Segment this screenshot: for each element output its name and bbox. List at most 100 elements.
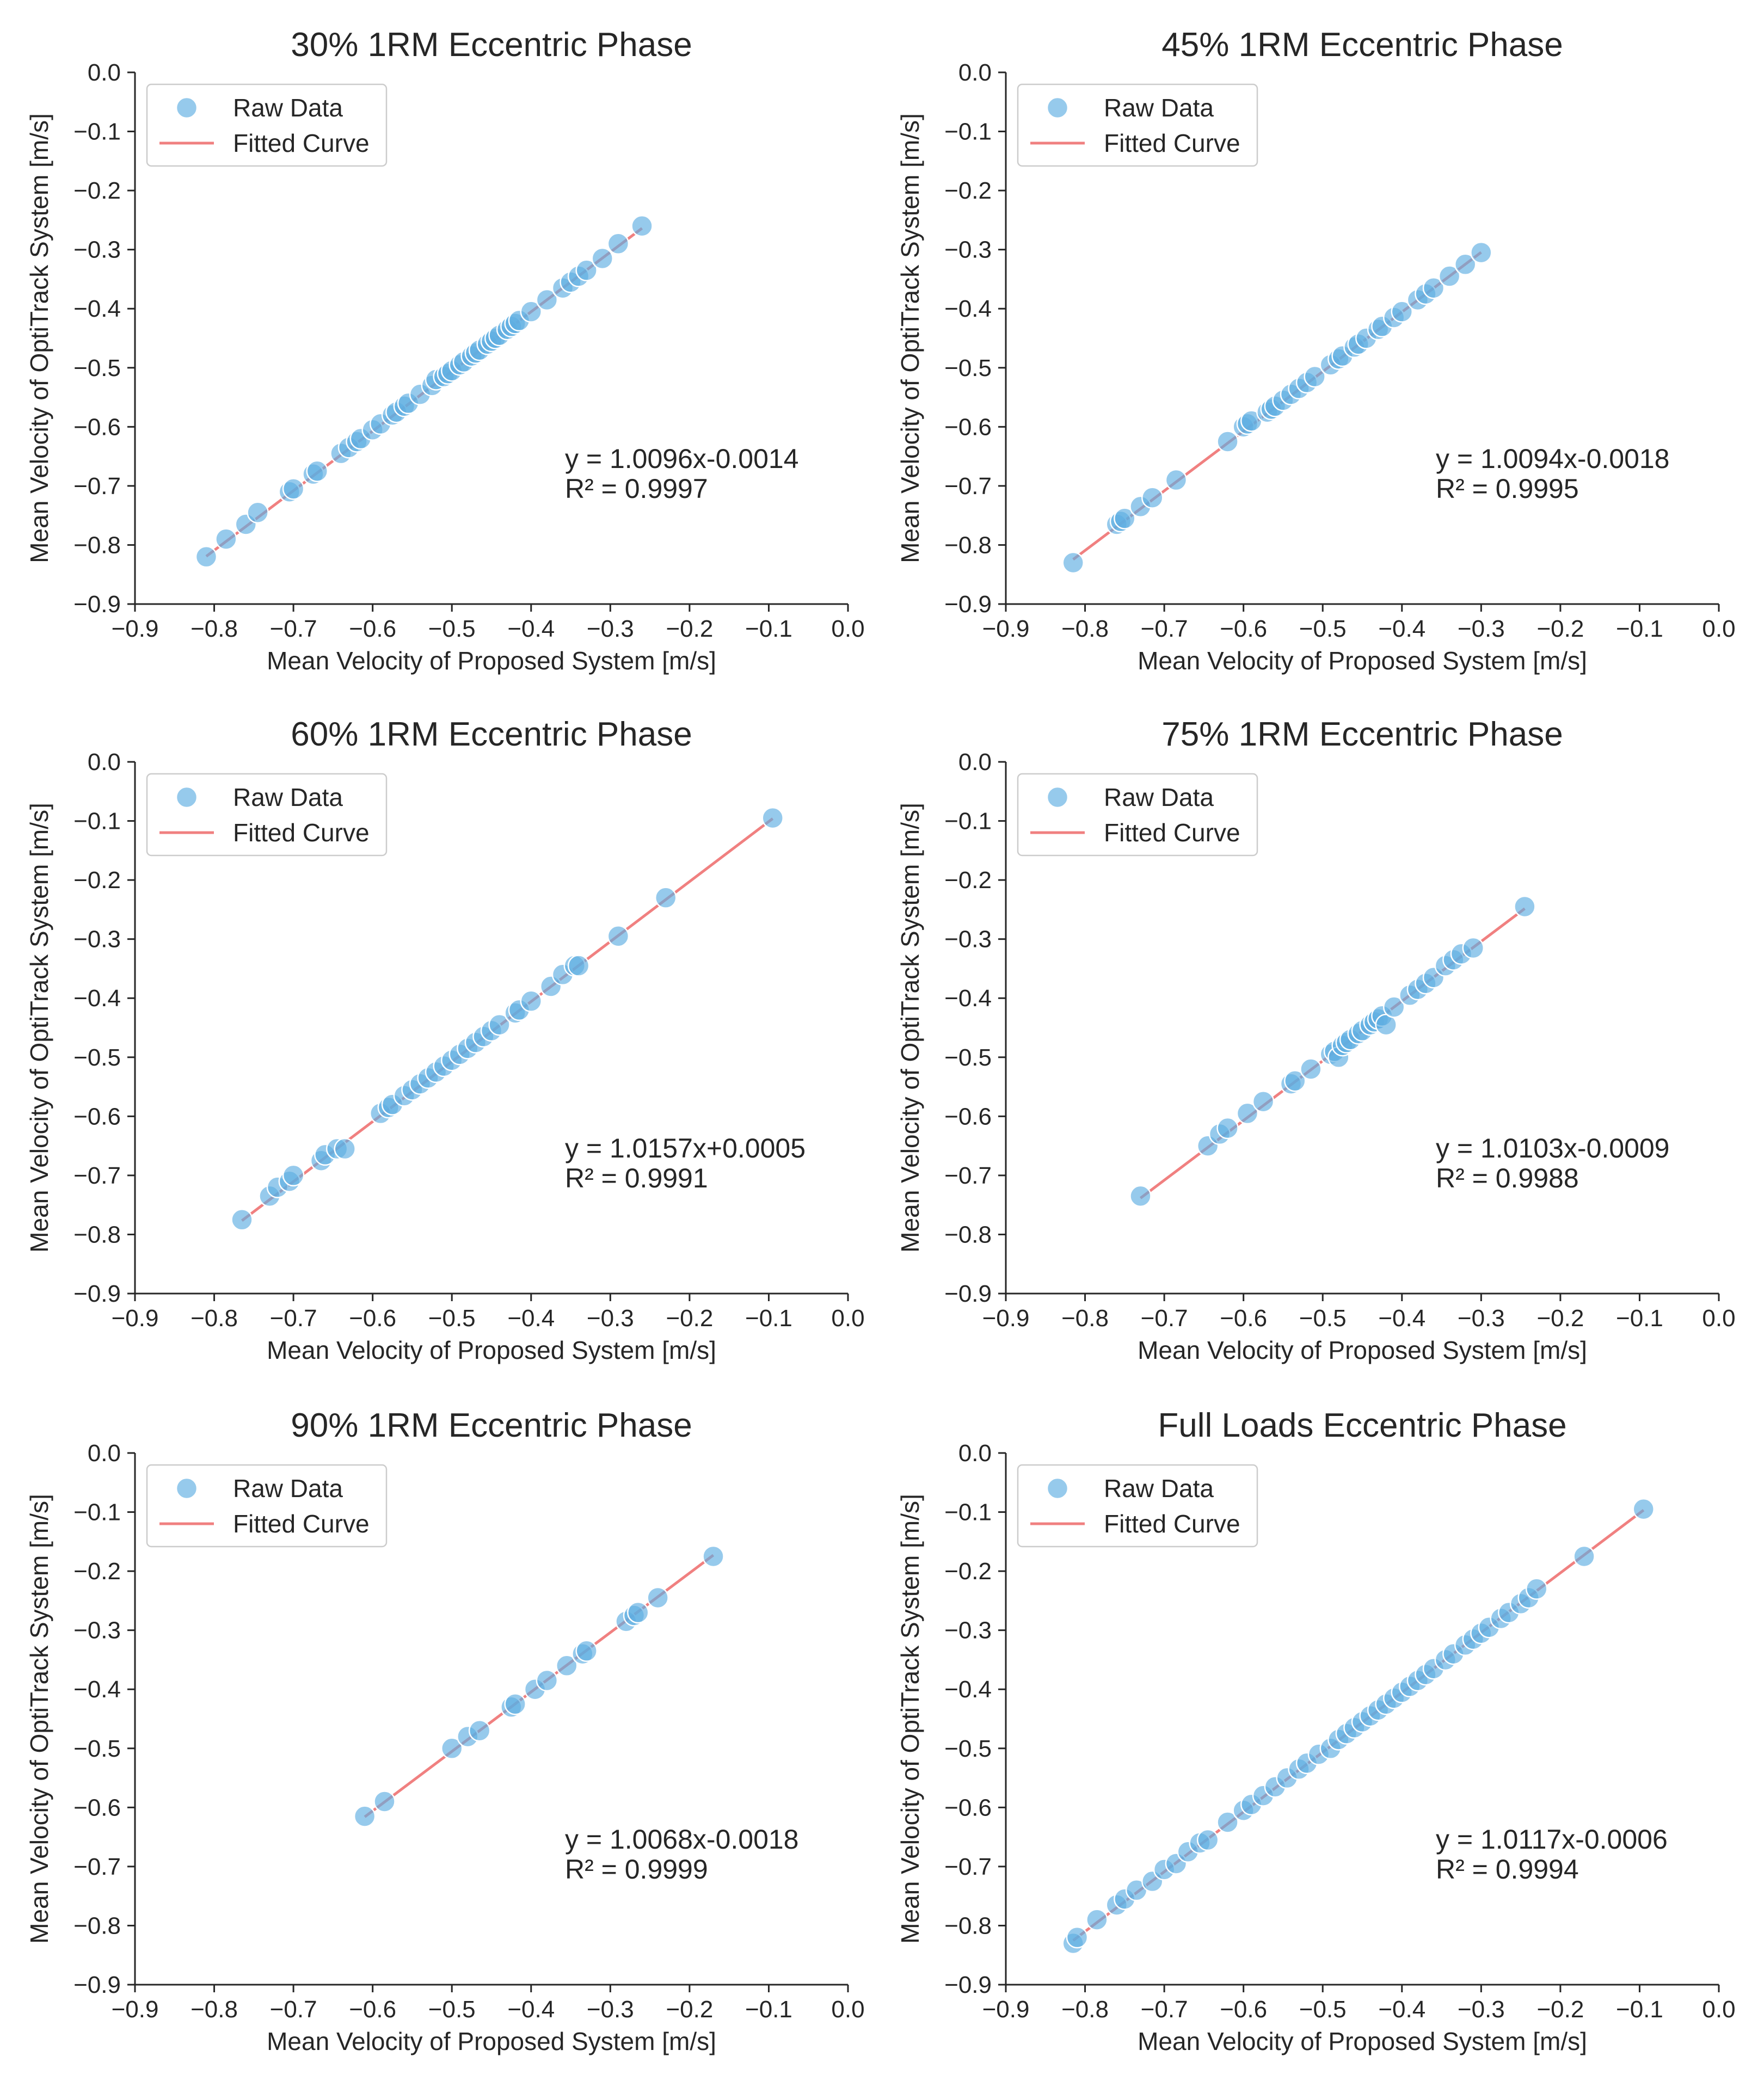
fit-equation: y = 1.0068x-0.0018 [565,1824,799,1855]
x-tick-label: −0.3 [1458,615,1505,642]
subplot-6: Full Loads Eccentric Phase −0.9−0.9 −0.8 −0… [896,1407,1736,2055]
data-point [1086,1908,1108,1931]
x-tick-label: −0.2 [666,615,713,642]
data-point [353,1805,376,1827]
y-tick-label: −0.9 [944,1280,992,1307]
x-tick-label: −0.2 [1536,1996,1584,2023]
data-point [1438,265,1461,287]
x-tick-label: −0.3 [587,1996,634,2023]
x-tick-label: −0.5 [428,1305,476,1332]
legend-fit-label: Fitted Curve [1104,129,1240,157]
x-tick-label: −0.5 [1299,1996,1347,2023]
y-tick-label: −0.8 [944,532,992,558]
data-point [631,214,653,237]
x-axis-label: Mean Velocity of Proposed System [m/s] [267,1336,716,1364]
y-tick-label: −0.8 [73,1221,121,1248]
legend-box [146,773,388,857]
y-tick-label: −0.3 [944,926,992,953]
raw-data-points [1062,1498,1655,1955]
y-tick-label: −0.2 [73,177,121,204]
data-point [1129,1185,1152,1208]
data-point [1454,253,1477,276]
x-tick-label: −0.7 [1141,1996,1188,2023]
y-tick-label: −0.4 [944,1676,992,1703]
x-tick-label: −0.9 [982,1996,1030,2023]
legend-fit-label: Fitted Curve [1104,818,1240,847]
x-tick-label: −0.7 [1141,615,1188,642]
y-tick-label: −0.2 [73,867,121,894]
data-point [282,478,305,500]
data-point [1114,507,1136,530]
x-axis-label: Mean Velocity of Proposed System [m/s] [267,647,716,675]
subplot-title: 45% 1RM Eccentric Phase [1161,26,1563,64]
y-tick-label: −0.6 [73,1794,121,1821]
data-point [567,955,590,977]
x-tick-label: −0.1 [1616,615,1663,642]
x-tick-label: −0.6 [1220,1305,1267,1332]
data-point [520,300,543,323]
y-tick-label: −0.9 [73,1972,121,1998]
x-tick-label: −0.5 [1299,615,1347,642]
legend-box [1017,773,1258,857]
y-tick-label: −0.1 [944,1499,992,1526]
data-point [1632,1498,1655,1520]
y-tick-label: −0.7 [73,473,121,500]
y-tick-label: −0.9 [73,591,121,618]
data-point [647,1586,669,1609]
x-tick-label: −0.6 [349,615,396,642]
legend: Raw Data Fitted Curve [1017,83,1258,167]
legend-box [1017,1464,1258,1548]
data-point [247,501,269,524]
x-tick-label: 0.0 [831,615,864,642]
data-point [702,1545,724,1568]
data-point [556,1654,578,1677]
y-axis-label: Mean Velocity of OptiTrack System [m/s] [896,1494,924,1944]
x-tick-label: −0.5 [1299,1305,1347,1332]
data-point [1062,551,1084,574]
subplot-title: 30% 1RM Eccentric Phase [291,26,692,64]
data-point [215,528,237,550]
data-point [536,1669,558,1692]
x-tick-label: −0.7 [270,615,317,642]
data-point [1216,430,1239,453]
legend: Raw Data Fitted Curve [146,83,388,167]
y-tick-label: −0.8 [73,1912,121,1939]
x-tick-label: −0.3 [1458,1305,1505,1332]
x-tick-label: −0.1 [745,1996,792,2023]
y-tick-label: −0.7 [73,1854,121,1880]
data-point [1216,1811,1239,1833]
y-tick-label: −0.6 [944,1794,992,1821]
y-tick-label: −0.5 [944,1735,992,1762]
data-point [627,1601,649,1624]
y-tick-label: −0.2 [944,867,992,894]
fit-r-squared: R² = 0.9997 [565,473,708,504]
data-point [1462,937,1485,959]
subplot-1: 30% 1RM Eccentric Phase −0.9−0.9 −0.8 −0.8 −… [25,26,865,675]
legend-raw-marker [1046,96,1069,119]
legend-raw-label: Raw Data [233,783,343,811]
legend: Raw Data Fitted Curve [146,773,388,857]
data-point [373,1790,396,1813]
x-tick-label: −0.9 [112,615,159,642]
fit-r-squared: R² = 0.9994 [1436,1854,1579,1885]
fit-equation: y = 1.0094x-0.0018 [1436,444,1670,474]
y-tick-label: −0.5 [944,355,992,381]
legend-raw-marker [175,786,198,809]
legend-raw-marker [1046,786,1069,809]
y-tick-label: 0.0 [958,59,992,86]
x-tick-label: −0.7 [1141,1305,1188,1332]
y-tick-label: −0.3 [73,237,121,263]
data-point [1216,1117,1239,1140]
x-tick-label: −0.5 [428,1996,476,2023]
x-tick-label: −0.3 [587,615,634,642]
x-tick-label: −0.8 [1061,1305,1109,1332]
data-point [1300,1058,1322,1080]
y-tick-label: −0.6 [73,414,121,440]
data-point [1514,895,1536,918]
data-point [306,460,329,482]
x-tick-label: 0.0 [1702,615,1735,642]
data-point [520,990,543,1012]
x-tick-label: −0.9 [112,1305,159,1332]
x-tick-label: −0.1 [745,615,792,642]
